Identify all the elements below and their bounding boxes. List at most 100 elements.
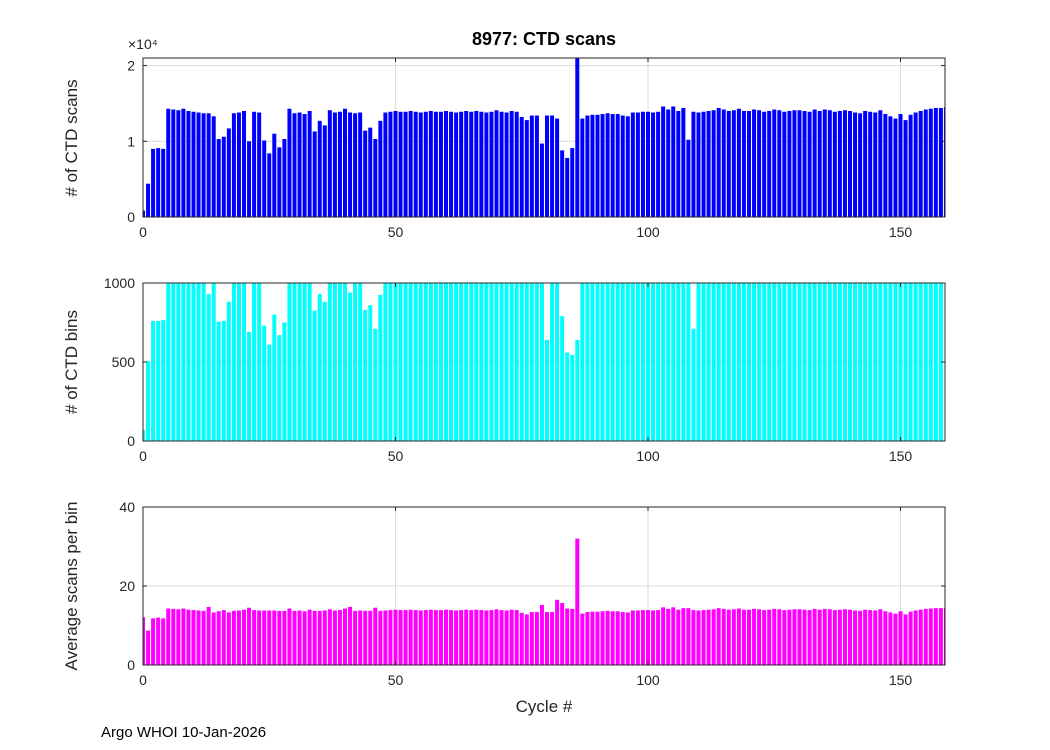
avg-scans-per-bin-bar — [151, 618, 156, 665]
avg-scans-per-bin-bar — [358, 610, 363, 665]
avg-scans-per-bin-bar — [423, 610, 428, 666]
avg-scans-per-bin-bar — [449, 610, 454, 666]
ctd-scans-bar — [605, 113, 610, 217]
ctd-scans-bar — [777, 110, 782, 217]
avg-scans-per-bin-bar — [307, 609, 312, 665]
ctd-scans-bar — [539, 143, 544, 217]
ctd-scans-bar — [247, 141, 252, 217]
ctd-bins-bar — [772, 283, 777, 441]
ctd-scans-bar — [494, 110, 499, 217]
ctd-scans-bar — [484, 112, 489, 217]
ctd-bins-bar — [408, 283, 413, 441]
ctd-scans-bar — [757, 110, 762, 217]
ctd-scans-bar — [181, 108, 186, 217]
ctd-bins-bar — [413, 283, 418, 441]
ctd-scans-bar — [792, 110, 797, 217]
ctd-bins-bar — [216, 321, 221, 441]
ctd-bins-bar — [827, 283, 832, 441]
ctd-bins-bar — [863, 283, 868, 441]
x-tick-label: 0 — [139, 224, 147, 240]
ctd-scans-bar — [873, 112, 878, 217]
ctd-bins-bar — [848, 283, 852, 441]
avg-scans-per-bin-bar — [494, 609, 499, 665]
ctd-bins-bar — [211, 283, 216, 441]
ctd-scans-bar — [287, 108, 292, 217]
ctd-bins-bar — [560, 316, 565, 441]
ctd-scans-bar — [903, 120, 908, 217]
ctd-bins-bar — [151, 320, 156, 441]
avg-scans-per-bin-bar — [156, 617, 161, 665]
avg-scans-per-bin-bar — [731, 609, 736, 665]
ctd-scans-bar — [489, 111, 494, 217]
avg-scans-per-bin-bar — [640, 610, 645, 666]
ctd-bins-bar — [459, 283, 464, 441]
ctd-scans-bar — [918, 111, 923, 217]
ctd-bins-bar — [878, 283, 883, 441]
y-tick-label: 0 — [127, 657, 135, 673]
ctd-scans-bar — [504, 112, 509, 217]
ctd-scans-bar — [858, 113, 863, 217]
avg-scans-per-bin-bar — [696, 610, 701, 665]
avg-scans-per-bin-bar — [529, 612, 534, 665]
avg-scans-per-bin-bar — [353, 610, 358, 665]
ctd-scans-bar — [474, 111, 479, 217]
ctd-scans-bar — [166, 108, 171, 217]
ctd-scans-bar — [832, 111, 837, 217]
ctd-scans-bar — [812, 109, 817, 217]
ctd-bins-bar — [272, 314, 277, 441]
y-axis-exponent-label: ×10⁴ — [128, 36, 158, 52]
ctd-scans-bar — [418, 112, 423, 217]
ctd-scans-bar — [307, 111, 312, 217]
ctd-bins-bar — [242, 283, 246, 441]
avg-scans-per-bin-bar — [206, 606, 211, 665]
ctd-bins-bar — [666, 283, 671, 441]
ctd-bins-bar — [837, 283, 842, 441]
ctd-scans-bar — [706, 111, 711, 217]
ctd-bins-bar — [166, 283, 171, 441]
avg-scans-per-bin-bar — [822, 608, 827, 665]
avg-scans-per-bin-bar — [146, 630, 151, 665]
ctd-scans-bar — [848, 111, 852, 217]
avg-scans-per-bin-bar — [868, 610, 873, 666]
ctd-bins-bar — [610, 283, 615, 441]
avg-scans-per-bin-bar — [383, 610, 388, 665]
ctd-scans-bar — [277, 147, 282, 217]
ctd-bins-bar — [817, 283, 822, 441]
ctd-scans-bar — [868, 111, 873, 217]
ctd-bins-bar — [676, 283, 681, 441]
ctd-bins-bar — [322, 301, 327, 441]
ctd-scans-bar — [428, 111, 433, 217]
avg-scans-per-bin-bar — [186, 609, 191, 665]
ctd-bins-bar — [368, 305, 373, 441]
ctd-scans-bar — [701, 111, 706, 217]
ctd-bins-bar — [236, 283, 241, 441]
ctd-bins-bar — [277, 335, 282, 441]
y-tick-label: 40 — [119, 499, 135, 515]
ctd-bins-bar — [736, 283, 741, 441]
ctd-bins-bar — [373, 328, 378, 441]
avg-scans-per-bin-bar — [242, 609, 246, 665]
avg-scans-per-bin-bar — [605, 610, 610, 665]
avg-scans-per-bin-bar — [893, 613, 898, 665]
avg-scans-per-bin-bar — [757, 609, 762, 665]
avg-scans-per-bin-bar — [277, 610, 282, 665]
ctd-scans-bar — [615, 114, 620, 217]
ctd-scans-bar — [143, 210, 145, 217]
ctd-bins-bar — [444, 283, 448, 441]
ctd-scans-bar — [383, 112, 388, 217]
avg-scans-per-bin-bar — [489, 610, 494, 666]
ctd-bins-bar — [883, 283, 888, 441]
ctd-scans-bar — [671, 106, 676, 217]
avg-scans-per-bin-bar — [792, 609, 797, 665]
axes-frame — [142, 57, 946, 218]
avg-scans-per-bin-bar — [681, 608, 686, 665]
ctd-scans-bar — [529, 115, 534, 217]
avg-scans-per-bin-bar — [878, 609, 883, 665]
ctd-scans-bar — [499, 111, 504, 217]
ctd-scans-bar — [853, 112, 858, 217]
x-tick-label: 100 — [636, 672, 660, 688]
avg-scans-per-bin-bar — [267, 610, 272, 665]
avg-scans-per-bin-bar — [201, 610, 206, 665]
ctd-scans-bar — [635, 112, 640, 217]
avg-scans-per-bin-bar — [762, 610, 767, 666]
